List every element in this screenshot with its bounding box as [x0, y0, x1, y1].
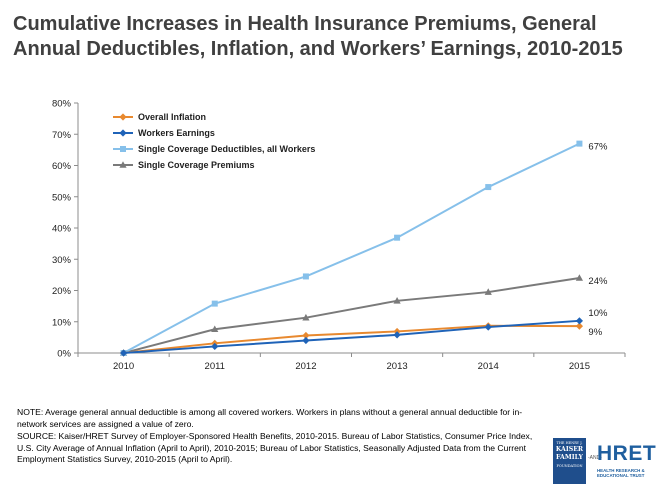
and-separator: -AND-: [588, 455, 602, 461]
data-point: [575, 322, 584, 330]
data-label: 10%: [588, 308, 608, 319]
data-point: [302, 331, 310, 340]
y-tick-label: 60%: [52, 161, 72, 172]
y-tick-label: 70%: [52, 130, 72, 141]
legend-label: Workers Earnings: [138, 128, 215, 138]
note-text: NOTE: Average general annual deductible …: [17, 407, 523, 429]
legend-marker: [119, 161, 127, 168]
y-tick-label: 50%: [52, 192, 72, 203]
data-point: [393, 297, 401, 304]
data-point: [394, 234, 401, 241]
legend-label: Single Coverage Premiums: [138, 160, 255, 170]
chart-title-line-2: Annual Deductibles, Inflation, and Worke…: [13, 38, 623, 60]
source-text: SOURCE: Kaiser/HRET Survey of Employer-S…: [17, 431, 533, 465]
kaiser-family-foundation-logo: THE HENRY J. KAISER FAMILY FOUNDATION: [553, 438, 586, 484]
y-tick-label: 40%: [52, 224, 72, 235]
y-tick-label: 20%: [52, 286, 72, 297]
x-tick-label: 2012: [295, 361, 316, 372]
data-point: [211, 325, 219, 333]
chart-title-line-1: Cumulative Increases in Health Insurance…: [13, 13, 597, 35]
y-tick-label: 30%: [52, 255, 72, 266]
y-tick-label: 10%: [52, 317, 72, 328]
data-point: [302, 313, 310, 321]
logos: THE HENRY J. KAISER FAMILY FOUNDATION -A…: [553, 438, 663, 494]
data-point: [575, 274, 584, 281]
series-line: [123, 277, 580, 354]
legend-marker: [120, 146, 126, 152]
data-point: [211, 342, 219, 351]
data-point: [393, 331, 401, 339]
series-line: [123, 319, 580, 354]
x-tick-label: 2011: [205, 361, 225, 372]
legend-label: Overall Inflation: [138, 112, 206, 122]
line-chart: 0% 10% 20% 30% 40% 50% 60% 70% 80% 2010 2011 2012 20…: [52, 99, 626, 372]
legend-marker: [119, 113, 127, 121]
hret-logo: HRET: [597, 442, 657, 465]
data-point: [302, 336, 310, 345]
data-point: [485, 184, 492, 191]
data-label: 9%: [588, 327, 602, 338]
footnotes: NOTE: Average general annual deductible …: [17, 407, 537, 467]
hret-logo-subtitle: HEALTH RESEARCH & EDUCATIONAL TRUST: [597, 468, 645, 479]
data-point: [211, 300, 218, 307]
y-tick-label: 80%: [52, 99, 72, 110]
data-point: [575, 317, 584, 325]
data-label: 67%: [588, 142, 608, 153]
x-tick-label: 2014: [478, 361, 499, 372]
x-tick-label: 2010: [113, 361, 134, 372]
data-point: [484, 288, 492, 295]
legend-marker: [119, 129, 127, 137]
legend-label: Single Coverage Deductibles, all Workers: [138, 144, 315, 154]
data-label: 24%: [588, 276, 608, 287]
x-tick-label: 2015: [569, 361, 590, 372]
data-point: [484, 323, 492, 331]
y-tick-label: 0%: [57, 349, 71, 360]
x-tick-label: 2013: [387, 361, 408, 372]
series-line: [123, 142, 580, 354]
data-point: [576, 140, 583, 147]
chart-title: Cumulative Increases in Health Insurance…: [13, 12, 653, 62]
data-point: [119, 349, 128, 357]
data-point: [302, 273, 309, 280]
